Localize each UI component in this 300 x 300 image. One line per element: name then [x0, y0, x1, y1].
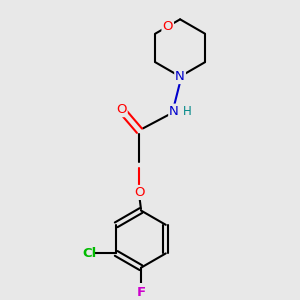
Text: O: O	[134, 186, 145, 199]
Text: Cl: Cl	[82, 247, 96, 260]
Text: H: H	[183, 105, 192, 118]
Text: O: O	[163, 20, 173, 33]
Text: N: N	[175, 70, 185, 83]
Text: F: F	[136, 286, 146, 299]
Text: N: N	[169, 105, 179, 118]
Text: O: O	[116, 103, 127, 116]
